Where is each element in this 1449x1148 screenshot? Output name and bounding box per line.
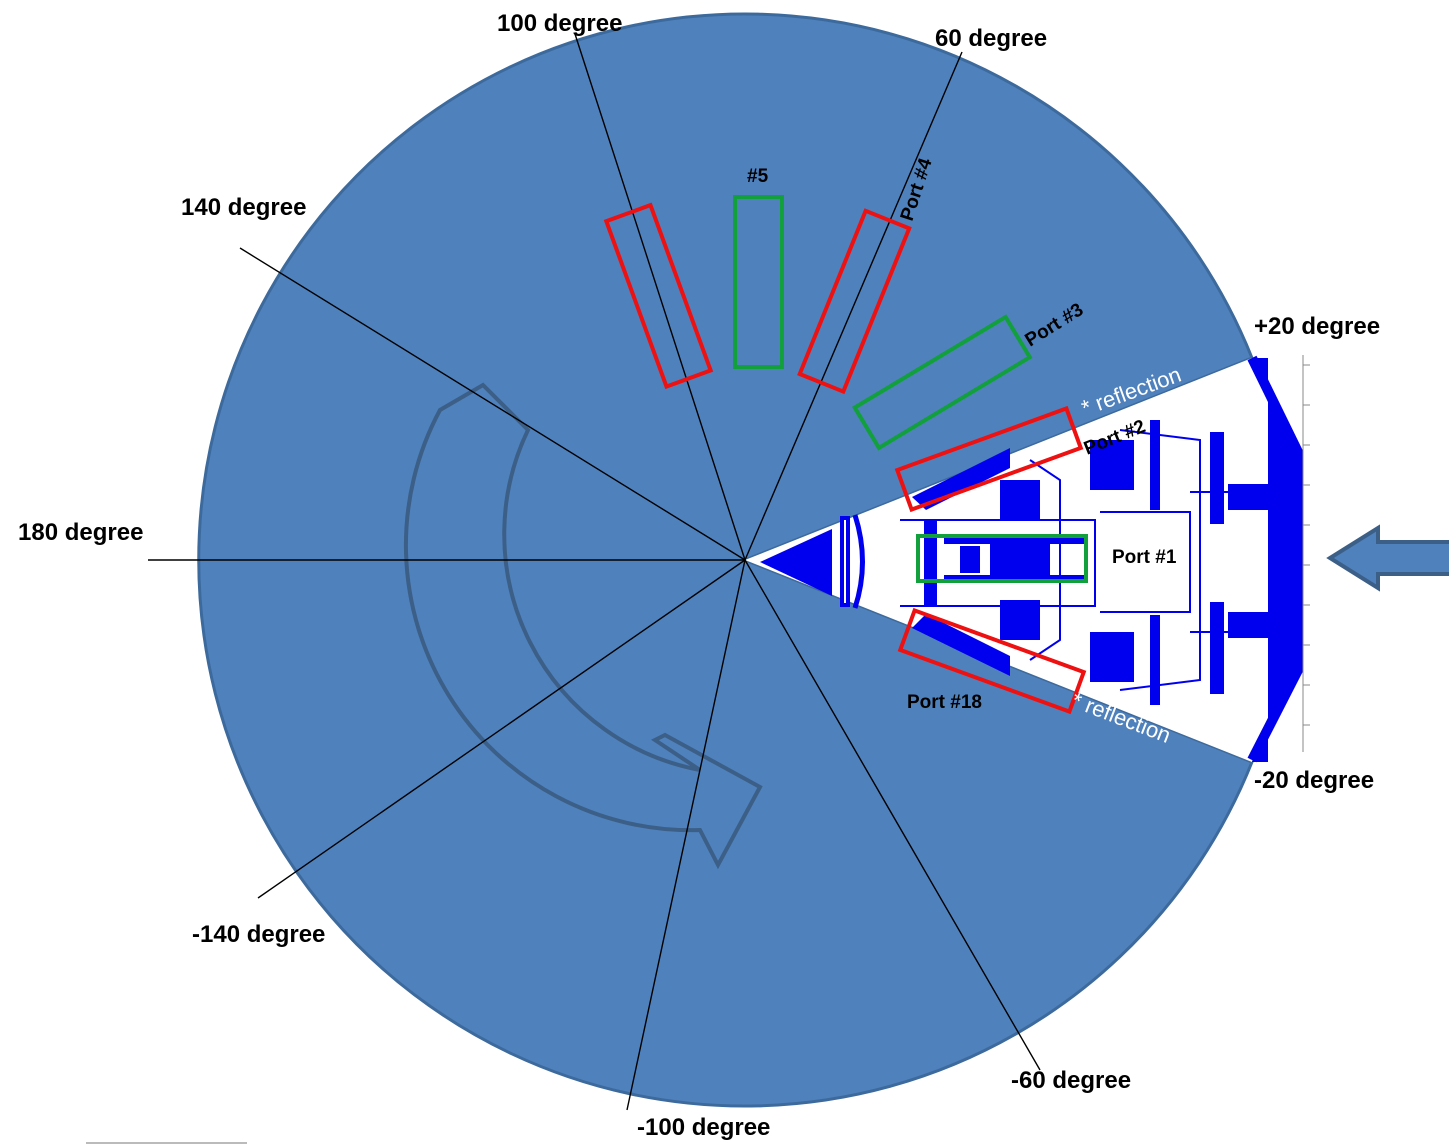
angle-label-minus-20: -20 degree [1254,767,1374,794]
port-markers [603,195,1088,715]
structure-outlines [900,429,1291,691]
curved-rotation-arrow-icon [403,382,763,870]
angle-spokes [148,33,1041,1111]
port-label-18: Port #18 [907,692,982,713]
spoke-60 [744,51,963,561]
angle-label-plus-20: +20 degree [1254,313,1380,340]
port-3-box [851,314,1033,451]
spoke-100 [574,33,746,561]
port-2-box [894,405,1084,513]
angle-label-60: 60 degree [935,25,1047,52]
port-5-box [733,195,784,369]
device-cross-section [760,355,1303,763]
spoke-minus-100 [626,559,746,1111]
port-label-5: #5 [747,166,769,187]
angle-label-100: 100 degree [497,10,622,37]
port-4-box [797,208,912,395]
angle-label-minus-100: -100 degree [637,1114,770,1141]
angle-label-180: 180 degree [18,519,143,546]
angle-label-minus-140: -140 degree [192,921,325,948]
spoke-minus-60 [744,559,1041,1071]
spoke-minus-140 [257,559,746,899]
angle-label-minus-60: -60 degree [1011,1067,1131,1094]
scale-ruler [1302,355,1310,752]
incident-beam-arrow-icon [1326,524,1449,592]
spoke-140 [239,247,746,561]
angle-label-140: 140 degree [181,194,306,221]
port-label-1: Port #1 [1112,547,1177,568]
port-100deg-box [603,202,714,390]
port-18-box [897,607,1087,715]
port-1-box [916,534,1088,583]
